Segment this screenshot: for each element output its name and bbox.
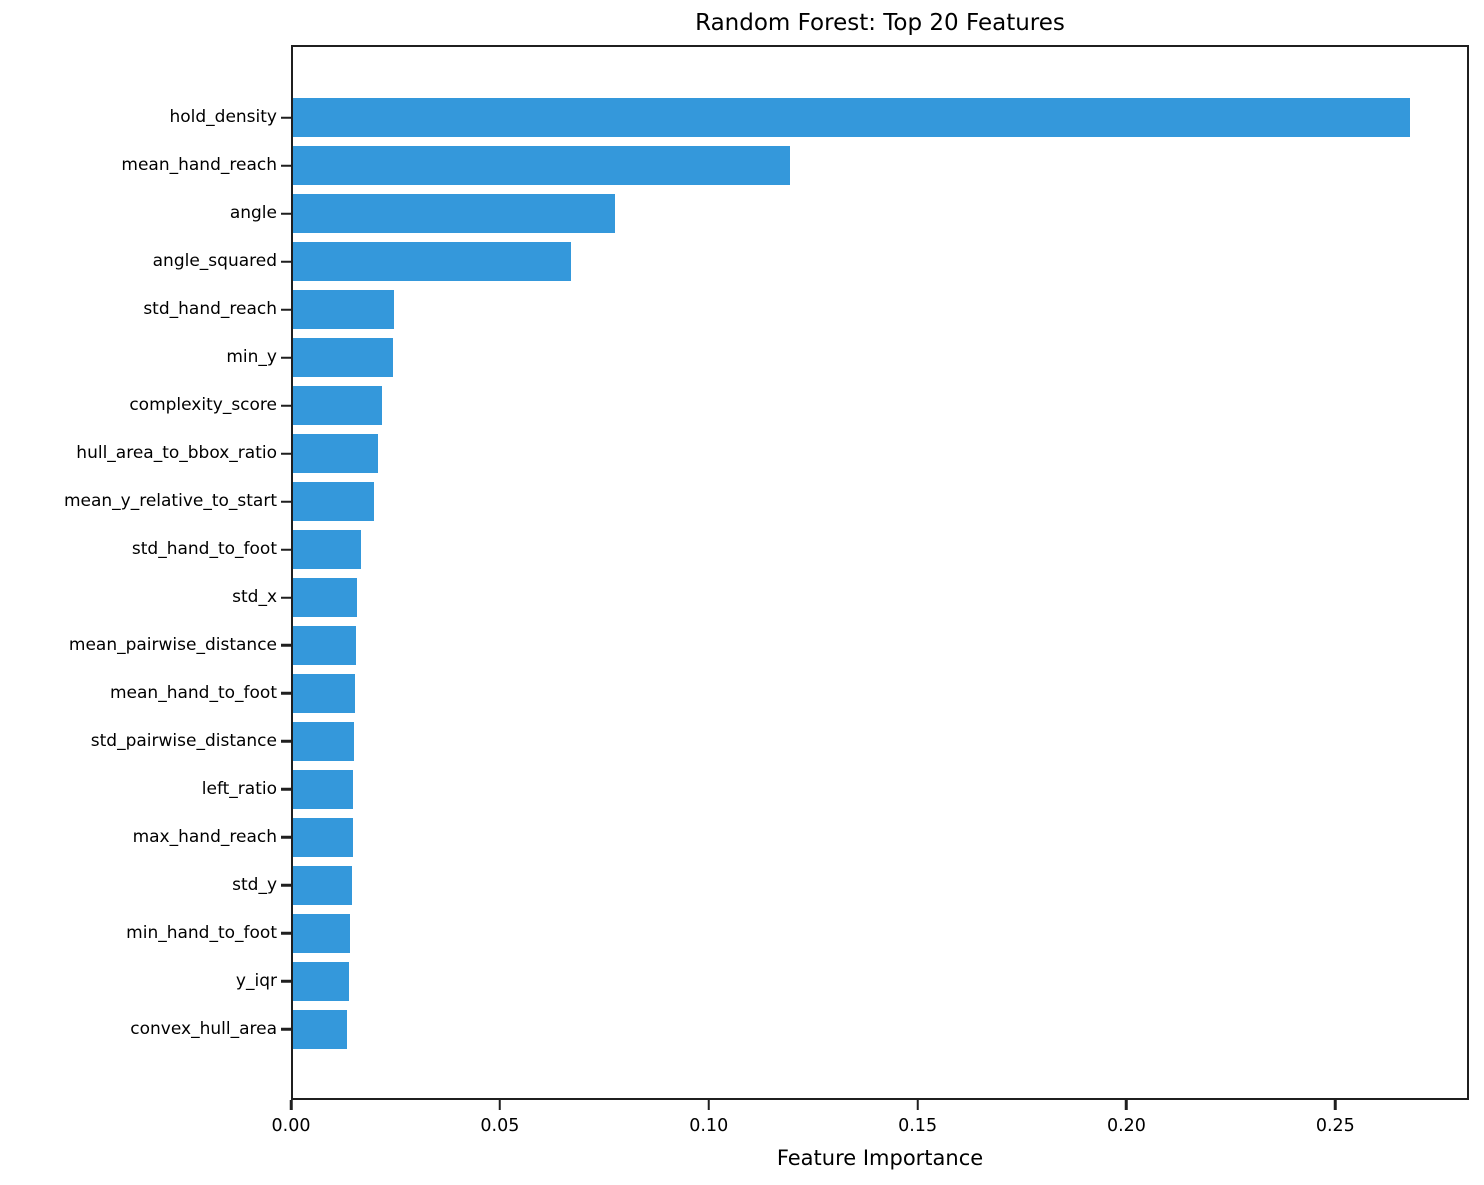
y-tick-mark — [281, 1027, 291, 1031]
y-tick-mark — [281, 883, 291, 887]
bar-row: std_hand_reach — [143, 286, 1467, 334]
y-category-label: min_y — [226, 347, 277, 368]
bar — [293, 769, 353, 809]
bar-row: mean_pairwise_distance — [69, 621, 1467, 669]
x-tick-mark — [289, 1100, 293, 1110]
x-tick-label: 0.25 — [1315, 1116, 1355, 1136]
y-tick-mark — [281, 788, 291, 791]
y-category-label: complexity_score — [129, 395, 277, 416]
y-tick-mark — [281, 596, 291, 599]
y-category-label: left_ratio — [201, 778, 277, 799]
y-tick-mark — [281, 740, 291, 743]
bar — [293, 482, 374, 522]
x-tick-mark — [498, 1100, 502, 1110]
y-category-label: std_hand_reach — [143, 299, 277, 320]
y-category-label: std_x — [232, 587, 277, 607]
y-category-label: std_y — [232, 874, 277, 895]
bar-row: angle_squared — [153, 238, 1467, 286]
y-category-label: std_hand_to_foot — [131, 539, 277, 560]
bar-row: std_y — [232, 861, 1467, 909]
y-tick-mark — [281, 931, 291, 935]
bar — [293, 194, 616, 234]
bar-row: complexity_score — [129, 382, 1467, 430]
bar-row: min_hand_to_foot — [126, 909, 1467, 957]
bar-row: min_y — [226, 334, 1467, 382]
x-axis: Feature Importance 0.00 0.05 0.10 0.15 0.20 0… — [272, 1100, 1469, 1185]
x-tick-mark — [707, 1100, 710, 1110]
y-tick-mark — [281, 500, 291, 503]
bar — [293, 1009, 347, 1049]
bar — [293, 673, 356, 713]
y-category-label: mean_hand_to_foot — [110, 682, 277, 703]
y-tick-mark — [281, 979, 291, 983]
y-category-label: hull_area_to_bbox_ratio — [76, 443, 277, 464]
y-category-label: min_hand_to_foot — [126, 922, 277, 943]
y-category-label: mean_y_relative_to_start — [63, 491, 277, 512]
bar-row: hold_density — [169, 94, 1467, 142]
y-category-label: angle_squared — [152, 251, 277, 272]
y-tick-mark — [281, 212, 291, 216]
y-tick-mark — [281, 404, 291, 407]
bar-row: hull_area_to_bbox_ratio — [76, 430, 1467, 478]
y-tick-mark — [281, 116, 291, 120]
y-category-label: angle — [229, 203, 277, 224]
bar — [293, 913, 350, 953]
y-category-label: hold_density — [169, 107, 277, 128]
y-category-label: convex_hull_area — [130, 1018, 277, 1039]
y-category-label: std_pairwise_distance — [90, 730, 277, 751]
bar — [293, 817, 353, 857]
y-tick-mark — [281, 644, 291, 647]
x-tick-label: 0.05 — [480, 1116, 520, 1136]
bar-row: mean_hand_reach — [121, 142, 1467, 190]
bar — [293, 98, 1411, 138]
y-tick-mark — [281, 692, 291, 695]
x-tick-mark — [1334, 1100, 1337, 1110]
bar-row: mean_hand_to_foot — [110, 669, 1467, 717]
y-tick-mark — [281, 164, 291, 168]
bar — [293, 865, 353, 905]
x-tick-mark — [916, 1100, 919, 1110]
y-tick-mark — [281, 308, 291, 312]
bar-row: std_hand_to_foot — [132, 526, 1467, 574]
bar — [293, 530, 361, 570]
bar-row: y_iqr — [236, 957, 1467, 1005]
bar — [293, 434, 378, 474]
bar — [293, 290, 394, 330]
x-tick-label: 0.10 — [689, 1116, 729, 1136]
bar — [293, 578, 358, 617]
bar — [293, 338, 393, 378]
y-category-label: y_iqr — [235, 970, 277, 991]
y-tick-mark — [281, 356, 291, 359]
bar — [293, 961, 350, 1001]
bar — [293, 146, 791, 186]
x-tick-mark — [1125, 1100, 1128, 1110]
y-category-label: max_hand_reach — [132, 826, 277, 847]
y-tick-mark — [281, 548, 291, 551]
y-tick-mark — [281, 452, 291, 455]
bar-row: convex_hull_area — [130, 1005, 1467, 1053]
y-tick-mark — [281, 836, 291, 839]
chart-title: Random Forest: Top 20 Features — [695, 10, 1065, 36]
bar-row: left_ratio — [202, 765, 1467, 813]
bar-row: max_hand_reach — [133, 813, 1467, 861]
bar — [293, 242, 571, 282]
x-tick-label: 0.15 — [898, 1116, 938, 1136]
y-category-label: mean_hand_reach — [121, 155, 277, 176]
x-tick-label: 0.00 — [271, 1116, 311, 1136]
bar — [293, 386, 383, 426]
bar-row: mean_y_relative_to_start — [64, 478, 1467, 526]
bar — [293, 721, 354, 761]
bar — [293, 625, 356, 665]
bar-row: angle — [230, 190, 1467, 238]
bar-row: std_pairwise_distance — [91, 717, 1467, 765]
x-axis-label: Feature Importance — [776, 1146, 984, 1170]
bar-row: std_x — [232, 574, 1467, 622]
x-tick-label: 0.20 — [1106, 1116, 1146, 1136]
y-category-label: mean_pairwise_distance — [68, 634, 277, 655]
y-tick-mark — [281, 260, 291, 264]
